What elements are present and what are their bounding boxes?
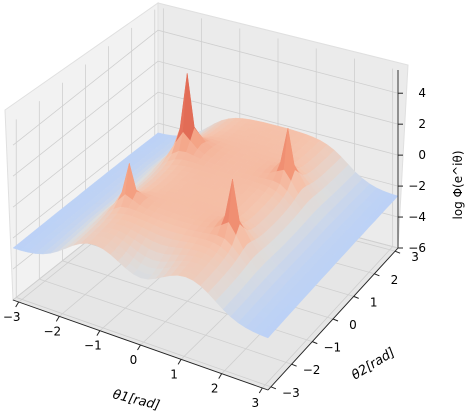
x-tick-label: −1 xyxy=(84,339,102,353)
y-tick-label: −2 xyxy=(303,363,321,377)
y-axis-label: θ2[rad] xyxy=(349,345,398,383)
x-tick-label: 1 xyxy=(170,367,178,381)
x-tick-label: 3 xyxy=(251,396,259,410)
x-tick-label: 2 xyxy=(211,382,219,396)
grid-line-z xyxy=(12,91,399,208)
y-tick-label: 0 xyxy=(349,318,357,332)
x-tick-mark xyxy=(258,387,263,394)
z-tick-label: −2 xyxy=(408,179,426,193)
y-tick-mark xyxy=(312,341,318,345)
grid-line-z xyxy=(12,29,399,146)
surface-mesh xyxy=(12,73,399,339)
y-tick-mark xyxy=(291,363,297,367)
y-tick-mark xyxy=(332,318,339,322)
y-tick-mark xyxy=(374,273,380,277)
y-tick-label: 2 xyxy=(391,273,399,287)
x-tick-label: −2 xyxy=(43,324,61,338)
grid-line-z xyxy=(12,60,399,177)
z-axis-label: log Φ(e^iθ) xyxy=(451,150,465,219)
y-tick-label: 1 xyxy=(370,295,378,309)
x-tick-mark xyxy=(55,316,60,322)
z-tick-label: 0 xyxy=(418,148,426,162)
z-tick-label: −6 xyxy=(408,241,426,255)
y-tick-mark xyxy=(270,386,277,390)
x-tick-mark xyxy=(177,359,182,365)
x-tick-mark xyxy=(218,373,223,379)
y-tick-label: −3 xyxy=(282,386,300,400)
x-tick-label: −3 xyxy=(3,310,21,324)
z-tick-label: 4 xyxy=(418,86,426,100)
y-tick-mark xyxy=(353,295,359,299)
z-tick-label: 2 xyxy=(418,117,426,131)
y-tick-mark xyxy=(394,250,401,254)
x-tick-label: 0 xyxy=(130,353,138,367)
x-tick-mark xyxy=(137,344,141,351)
x-tick-mark xyxy=(15,301,20,308)
z-tick-label: −4 xyxy=(408,210,426,224)
x-axis-label: θ1[rad] xyxy=(111,387,161,413)
y-tick-label: −1 xyxy=(323,341,341,355)
x-tick-mark xyxy=(96,330,101,336)
surface-patch xyxy=(260,330,273,339)
y-tick-label: 3 xyxy=(411,250,419,264)
